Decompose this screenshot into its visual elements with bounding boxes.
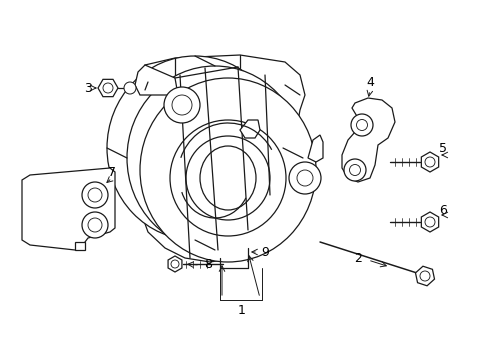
Ellipse shape: [140, 78, 315, 262]
Text: 3: 3: [84, 81, 92, 94]
Circle shape: [350, 114, 372, 136]
Text: 2: 2: [353, 252, 361, 265]
Circle shape: [88, 188, 102, 202]
Circle shape: [163, 87, 200, 123]
Circle shape: [424, 157, 434, 167]
Circle shape: [170, 120, 285, 236]
Text: 8: 8: [203, 258, 212, 271]
Circle shape: [424, 217, 434, 227]
Circle shape: [343, 159, 365, 181]
Circle shape: [171, 260, 179, 268]
Text: 1: 1: [238, 303, 245, 316]
Ellipse shape: [107, 56, 283, 240]
Circle shape: [185, 136, 269, 220]
Polygon shape: [75, 242, 85, 250]
Circle shape: [296, 170, 312, 186]
Polygon shape: [341, 98, 394, 182]
Circle shape: [103, 83, 113, 93]
Polygon shape: [240, 120, 260, 138]
Circle shape: [82, 182, 108, 208]
Circle shape: [419, 271, 429, 281]
Polygon shape: [133, 55, 305, 262]
Text: 7: 7: [108, 166, 116, 179]
Circle shape: [82, 212, 108, 238]
Circle shape: [88, 218, 102, 232]
Text: 9: 9: [261, 246, 268, 258]
Circle shape: [124, 82, 136, 94]
Ellipse shape: [200, 146, 256, 210]
Text: 6: 6: [438, 203, 446, 216]
Polygon shape: [22, 168, 115, 250]
Polygon shape: [307, 135, 323, 162]
Circle shape: [172, 95, 192, 115]
Circle shape: [356, 120, 367, 130]
Circle shape: [288, 162, 320, 194]
Text: 4: 4: [366, 76, 373, 89]
Polygon shape: [135, 65, 178, 95]
Circle shape: [349, 165, 360, 175]
Ellipse shape: [127, 66, 303, 250]
Text: 5: 5: [438, 141, 446, 154]
